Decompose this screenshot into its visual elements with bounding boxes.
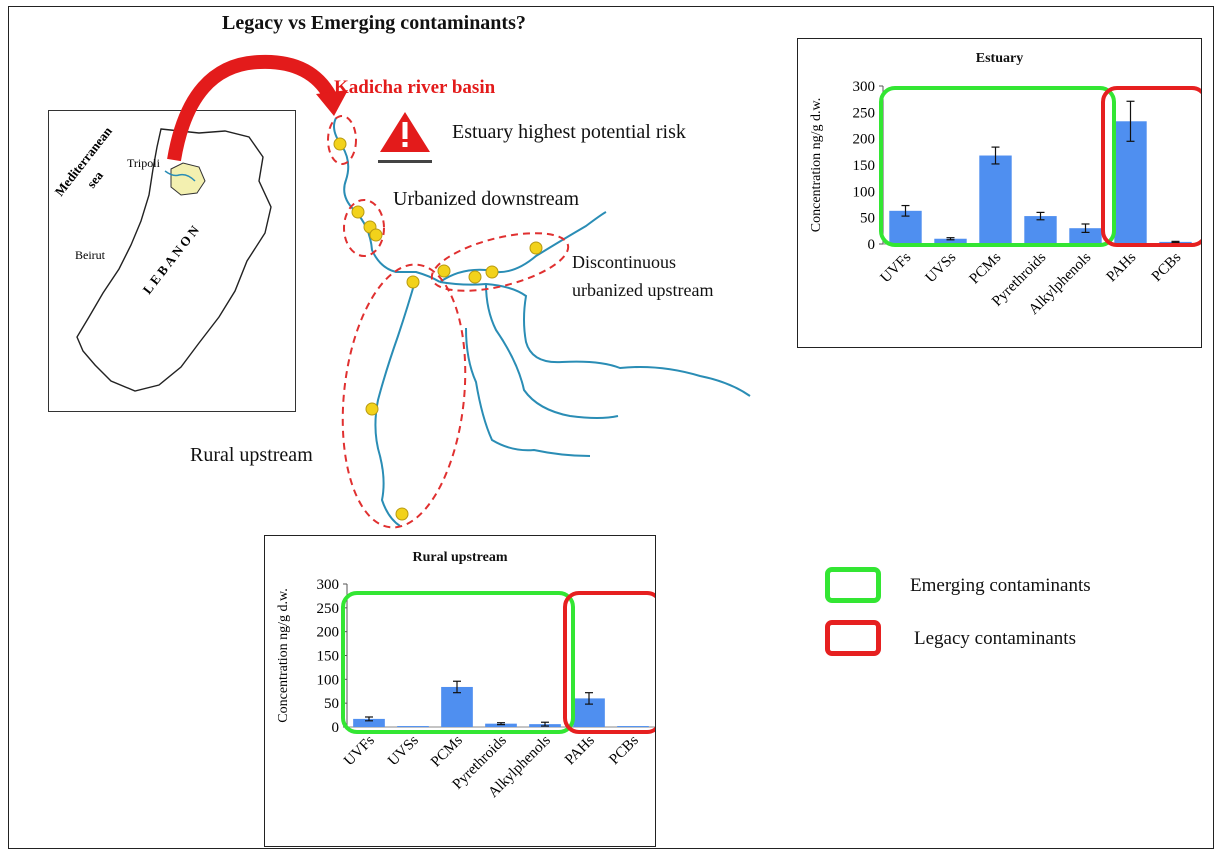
pointer-arrow	[167, 54, 348, 162]
x-tick-label: PAHs	[1104, 249, 1140, 285]
estuary-chart-panel: Estuary 0 50 100 150 200 250 300 Concentration …	[797, 38, 1202, 348]
y-tick-label: 0	[332, 720, 340, 736]
y-tick-label: 150	[317, 649, 340, 665]
tripoli-label: Tripoli	[127, 156, 161, 170]
x-tick-label: PCMs	[966, 249, 1004, 287]
x-tick-label: PCMs	[428, 732, 466, 770]
x-tick-label: UVSs	[385, 732, 422, 769]
bar	[617, 726, 649, 728]
site-marker	[485, 265, 499, 279]
y-tick-label: 300	[853, 79, 876, 95]
river-basin-map	[327, 112, 751, 529]
basin-label: Kadicha river basin	[334, 77, 496, 98]
estuary-chart: 0 50 100 150 200 250 300 Concentration ng/g d.w…	[809, 79, 1201, 318]
bar	[934, 238, 967, 244]
site-marker	[468, 270, 482, 284]
rural-chart-panel: Rural upstream 0 50 100 150 200 250 300 Concent…	[264, 535, 656, 847]
emerging-legend-label: Emerging contaminants	[910, 575, 1091, 596]
site-marker	[437, 264, 451, 278]
x-tick-label: UVSs	[923, 249, 960, 286]
site-marker	[351, 205, 365, 219]
zone-outlines	[327, 115, 570, 529]
site-marker	[333, 137, 347, 151]
site-marker	[395, 507, 409, 521]
site-marker	[406, 275, 420, 289]
bar	[1069, 228, 1102, 244]
rural-upstream-zone	[341, 263, 467, 529]
discontinuous-label-2: urbanized upstream	[572, 280, 714, 300]
site-marker	[365, 402, 379, 416]
emerging-group-outline	[341, 591, 575, 734]
y-tick-label: 250	[853, 105, 876, 121]
warning-icon	[378, 112, 432, 163]
site-marker	[369, 228, 383, 242]
site-marker	[529, 241, 543, 255]
rural-chart: 0 50 100 150 200 250 300 Concentration ng/g d.w…	[276, 577, 655, 801]
chart-title: Estuary	[975, 51, 1024, 66]
kadicha-area	[170, 162, 206, 196]
lebanon-inset-map: Mediterranean sea Tripoli Beirut LEBANON	[48, 110, 296, 412]
urbanized-downstream-zone	[343, 199, 385, 257]
y-axis-label: Concentration ng/g d.w.	[809, 98, 824, 232]
bar	[485, 723, 517, 727]
y-tick-label: 100	[853, 184, 876, 200]
emerging-legend-swatch	[825, 567, 881, 603]
sea-label-1: Mediterranean	[52, 123, 116, 199]
chart-title: Rural upstream	[412, 550, 508, 565]
legacy-legend-swatch	[825, 620, 881, 656]
emerging-group-outline	[879, 86, 1116, 247]
y-tick-label: 300	[317, 577, 340, 593]
y-tick-label: 200	[853, 132, 876, 148]
sea-label-2: sea	[84, 168, 107, 191]
estuary-zone	[327, 115, 357, 165]
x-tick-label: UVFs	[878, 249, 915, 286]
figure-title: Legacy vs Emerging contaminants?	[222, 12, 526, 34]
legacy-group-outline	[1101, 86, 1201, 247]
sampling-sites	[333, 137, 543, 521]
rural-upstream-label: Rural upstream	[190, 444, 313, 466]
legacy-group-outline	[563, 591, 655, 734]
estuary-label: Estuary highest potential risk	[452, 121, 686, 143]
river-network	[333, 117, 751, 527]
figure-frame	[8, 6, 1214, 849]
bar	[1024, 216, 1057, 244]
y-tick-label: 100	[317, 672, 340, 688]
y-tick-label: 200	[317, 625, 340, 641]
x-tick-label: PCBs	[1149, 249, 1185, 285]
urbanized-downstream-label: Urbanized downstream	[393, 188, 580, 210]
bar	[441, 686, 473, 727]
y-tick-label: 150	[853, 158, 876, 174]
y-tick-label: 50	[860, 211, 875, 227]
bar	[353, 718, 385, 727]
x-tick-label: PAHs	[562, 732, 598, 768]
y-tick-label: 0	[868, 237, 876, 253]
discontinuous-label-1: Discontinuous	[572, 252, 677, 272]
bar	[979, 155, 1012, 244]
lebanon-outline	[76, 128, 272, 392]
x-tick-label: UVFs	[341, 732, 378, 769]
legacy-legend-label: Legacy contaminants	[914, 628, 1076, 649]
x-tick-label: PCBs	[606, 732, 642, 768]
inset-river	[164, 170, 196, 182]
y-axis-label: Concentration ng/g d.w.	[276, 588, 291, 722]
discontinuous-upstream-zone	[430, 232, 570, 292]
y-tick-label: 50	[324, 696, 339, 712]
lebanon-map-svg: Mediterranean sea Tripoli Beirut LEBANON	[52, 123, 272, 392]
beirut-label: Beirut	[75, 248, 106, 262]
bar	[397, 726, 429, 728]
y-tick-label: 250	[317, 601, 340, 617]
